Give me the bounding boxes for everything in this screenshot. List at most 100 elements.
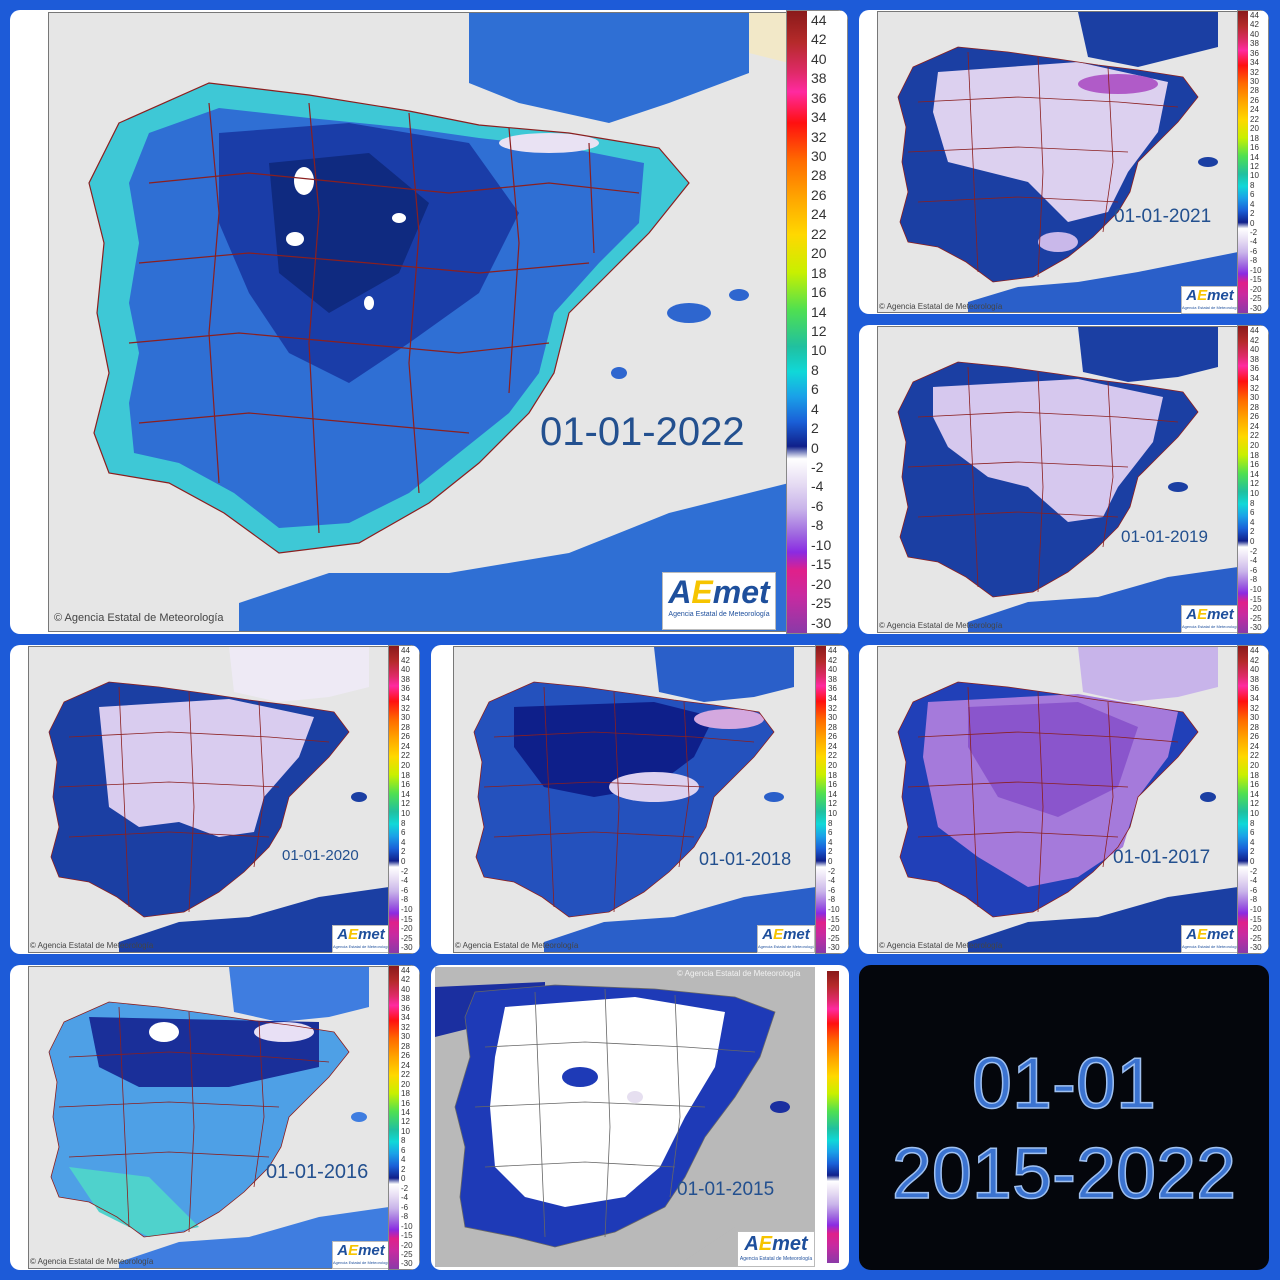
legend-tick-label: -20 bbox=[811, 575, 832, 592]
map-2022 bbox=[48, 12, 790, 632]
date-label-2021: 01-01-2021 bbox=[1114, 206, 1212, 227]
legend-tick-label: -25 bbox=[401, 1250, 413, 1259]
legend-tick-label: 36 bbox=[1250, 364, 1259, 374]
legend-color-bar bbox=[1238, 11, 1248, 313]
legend-tick-label: 30 bbox=[1250, 393, 1259, 403]
legend-tick-label: -8 bbox=[1250, 575, 1258, 585]
legend-tick-label: 10 bbox=[1250, 171, 1259, 181]
legend-tick-label: 4 bbox=[401, 1155, 406, 1165]
legend-color-bar bbox=[787, 11, 807, 633]
legend-tick-label: 6 bbox=[1250, 190, 1255, 200]
legend-tick-label: -30 bbox=[811, 614, 832, 631]
map-tile-2019: 01-01-2019 © Agencia Estatal de Meteorol… bbox=[859, 325, 1269, 634]
legend-tick-label: 8 bbox=[828, 818, 833, 828]
legend-tick-label: -30 bbox=[1250, 623, 1262, 633]
map-2017 bbox=[877, 646, 1239, 953]
date-label-2015: 01-01-2015 bbox=[677, 1179, 775, 1200]
legend-tick-label: 22 bbox=[811, 225, 827, 242]
legend-tick-label: -10 bbox=[828, 904, 840, 914]
legend-tick-label: 18 bbox=[828, 770, 837, 780]
legend-tick-label: 38 bbox=[1250, 674, 1259, 684]
legend-tick-label: 34 bbox=[828, 693, 837, 703]
legend-tick-label: -15 bbox=[401, 914, 413, 924]
legend-tick-label: 32 bbox=[828, 703, 837, 713]
legend-tick-label: -6 bbox=[811, 497, 824, 514]
temperature-legend-2017: 44 42 40 38 36 34 32 30 28 26 24 22 20 18 16 14 12 10 8 6 4 2… bbox=[1237, 645, 1269, 954]
legend-tick-label: 34 bbox=[401, 1013, 410, 1023]
date-label-2020: 01-01-2020 bbox=[282, 847, 359, 864]
legend-tick-label: 12 bbox=[1250, 479, 1259, 489]
legend-tick-label: 10 bbox=[1250, 489, 1259, 499]
legend-tick-label: 8 bbox=[401, 1136, 406, 1146]
legend-tick-label: 34 bbox=[401, 693, 410, 703]
legend-tick-label: 28 bbox=[828, 722, 837, 732]
map-2019 bbox=[877, 326, 1239, 633]
legend-tick-label: 2 bbox=[401, 1164, 406, 1174]
legend-color-bar bbox=[389, 966, 399, 1269]
legend-tick-label: 30 bbox=[828, 713, 837, 723]
map-tile-2018: 01-01-2018 © Agencia Estatal de Meteorol… bbox=[431, 645, 849, 954]
legend-tick-label: -15 bbox=[1250, 594, 1262, 604]
aemet-logo-2018: AEmet Agencia Estatal de Meteorología bbox=[757, 925, 815, 953]
legend-tick-label: -4 bbox=[1250, 237, 1258, 247]
legend-tick-label: -4 bbox=[1250, 556, 1258, 566]
mallorca-shape bbox=[667, 303, 711, 323]
legend-tick-label: 20 bbox=[811, 245, 827, 262]
iberia-map-2021 bbox=[897, 12, 1238, 312]
legend-tick-label: 18 bbox=[811, 264, 827, 281]
legend-tick-label: 0 bbox=[401, 857, 406, 867]
map-2018 bbox=[453, 646, 817, 953]
legend-tick-label: 28 bbox=[811, 167, 827, 184]
legend-tick-label: 4 bbox=[1250, 837, 1255, 847]
legend-tick-label: 10 bbox=[401, 1126, 410, 1136]
legend-tick-label: -4 bbox=[828, 876, 836, 886]
date-label-2018: 01-01-2018 bbox=[699, 849, 792, 869]
legend-tick-label: -6 bbox=[828, 885, 836, 895]
iberia-map-2019 bbox=[897, 327, 1238, 632]
legend-tick-label: 26 bbox=[811, 186, 827, 203]
legend-tick-label: 40 bbox=[1250, 29, 1259, 39]
legend-tick-label: 14 bbox=[1250, 469, 1259, 479]
legend-tick-label: -4 bbox=[401, 1193, 409, 1203]
legend-tick-label: 14 bbox=[1250, 789, 1259, 799]
iberia-map-2017 bbox=[897, 647, 1238, 952]
legend-tick-label: -2 bbox=[401, 1183, 409, 1193]
legend-tick-label: 30 bbox=[401, 1032, 410, 1042]
legend-tick-label: 12 bbox=[1250, 161, 1259, 171]
legend-color-bar bbox=[389, 646, 399, 953]
legend-tick-label: 38 bbox=[401, 994, 410, 1004]
legend-tick-label: 8 bbox=[811, 361, 819, 378]
legend-tick-label: 32 bbox=[811, 128, 827, 145]
legend-tick-label: -15 bbox=[1250, 275, 1262, 285]
legend-tick-label: 0 bbox=[1250, 857, 1255, 867]
aemet-logo-2020: AEmet Agencia Estatal de Meteorología bbox=[332, 925, 390, 953]
legend-tick-label: 4 bbox=[1250, 199, 1255, 209]
legend-tick-label: 38 bbox=[811, 70, 827, 87]
legend-tick-label: 34 bbox=[1250, 693, 1259, 703]
legend-tick-label: -10 bbox=[1250, 904, 1262, 914]
legend-tick-label: 32 bbox=[1250, 67, 1259, 77]
legend-tick-label: 14 bbox=[1250, 152, 1259, 162]
map-tile-2021: 01-01-2021 © Agencia Estatal de Meteorol… bbox=[859, 10, 1269, 314]
credit-2020: © Agencia Estatal de Meteorología bbox=[30, 941, 154, 950]
legend-tick-label: -4 bbox=[811, 478, 824, 495]
legend-tick-label: 20 bbox=[1250, 124, 1259, 134]
legend-tick-label: 30 bbox=[811, 148, 827, 164]
france-sea-field bbox=[469, 13, 749, 123]
legend-tick-label: 34 bbox=[1250, 58, 1259, 68]
legend-tick-label: 6 bbox=[1250, 508, 1255, 518]
legend-tick-label: 28 bbox=[1250, 86, 1259, 96]
legend-tick-label: 42 bbox=[1250, 655, 1259, 665]
legend-tick-label: 0 bbox=[828, 857, 833, 867]
legend-tick-label: 14 bbox=[401, 789, 410, 799]
legend-tick-label: 26 bbox=[1250, 732, 1259, 742]
legend-tick-label: -20 bbox=[1250, 284, 1262, 294]
legend-tick-label: 20 bbox=[401, 1079, 410, 1089]
legend-tick-label: 22 bbox=[1250, 114, 1259, 124]
legend-tick-label: 20 bbox=[1250, 441, 1259, 451]
map-2016 bbox=[28, 966, 390, 1269]
legend-tick-label: -15 bbox=[1250, 914, 1262, 924]
temperature-legend-2020: 44 42 40 38 36 34 32 30 28 26 24 22 20 18 16 14 12 10 8 6 4 2… bbox=[388, 645, 420, 954]
legend-tick-label: -8 bbox=[401, 895, 409, 905]
legend-tick-label: 16 bbox=[1250, 143, 1259, 153]
